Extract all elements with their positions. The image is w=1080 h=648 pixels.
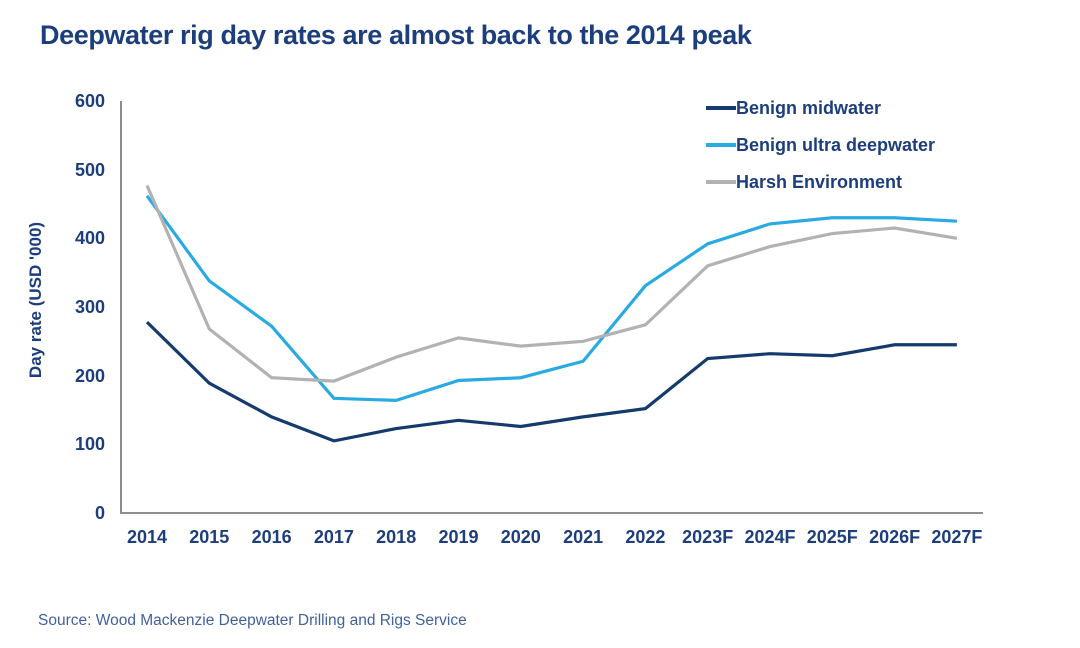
legend-label: Benign ultra deepwater bbox=[736, 134, 936, 155]
y-tick-label-100: 100 bbox=[74, 434, 105, 455]
x-tick-label-2024F: 2024F bbox=[744, 527, 796, 547]
x-tick-label-2027F: 2027F bbox=[931, 527, 983, 547]
axis-lines bbox=[120, 101, 983, 514]
x-tick-label-2021: 2021 bbox=[563, 527, 604, 547]
x-tick-label-2016: 2016 bbox=[251, 527, 292, 547]
legend-item-harsh-environment: Harsh Environment bbox=[706, 171, 935, 193]
y-axis-title: Day rate (USD '000) bbox=[26, 221, 45, 379]
x-tick-label-2015: 2015 bbox=[189, 527, 230, 547]
x-tick-label-2022: 2022 bbox=[625, 527, 666, 547]
legend-item-benign-midwater: Benign midwater bbox=[706, 97, 935, 119]
legend: Benign midwater Benign ultra deepwater H… bbox=[706, 97, 935, 208]
legend-line-swatch-gray bbox=[706, 180, 736, 184]
series-line-harsh-environment bbox=[145, 184, 958, 383]
source-note: Source: Wood Mackenzie Deepwater Drillin… bbox=[38, 612, 467, 629]
legend-label: Harsh Environment bbox=[736, 171, 903, 192]
x-tick-label-2014: 2014 bbox=[126, 527, 168, 547]
legend-label: Benign midwater bbox=[736, 97, 882, 118]
x-tick-label-2020: 2020 bbox=[500, 527, 541, 547]
y-tick-label-600: 600 bbox=[74, 91, 105, 111]
x-tick-label-2023F: 2023F bbox=[682, 527, 734, 547]
x-tick-label-2019: 2019 bbox=[438, 527, 479, 547]
y-tick-label-0: 0 bbox=[94, 503, 105, 523]
y-tick-label-500: 500 bbox=[74, 159, 105, 180]
y-tick-label-200: 200 bbox=[74, 365, 105, 386]
series-line-benign-midwater bbox=[145, 320, 957, 443]
x-tick-label-2026F: 2026F bbox=[869, 527, 921, 547]
legend-item-benign-ultra-deepwater: Benign ultra deepwater bbox=[706, 134, 935, 156]
x-tick-label-2025F: 2025F bbox=[806, 527, 858, 547]
x-tick-label-2018: 2018 bbox=[376, 527, 417, 547]
y-tick-label-300: 300 bbox=[74, 297, 105, 317]
chart-title: Deepwater rig day rates are almost back … bbox=[40, 20, 752, 50]
series-line-benign-ultra-deepwater bbox=[145, 194, 957, 402]
x-tick-label-2017: 2017 bbox=[313, 527, 354, 547]
legend-line-swatch-navy bbox=[706, 106, 736, 110]
legend-line-swatch-cyan bbox=[706, 143, 736, 147]
y-tick-label-400: 400 bbox=[74, 228, 105, 249]
